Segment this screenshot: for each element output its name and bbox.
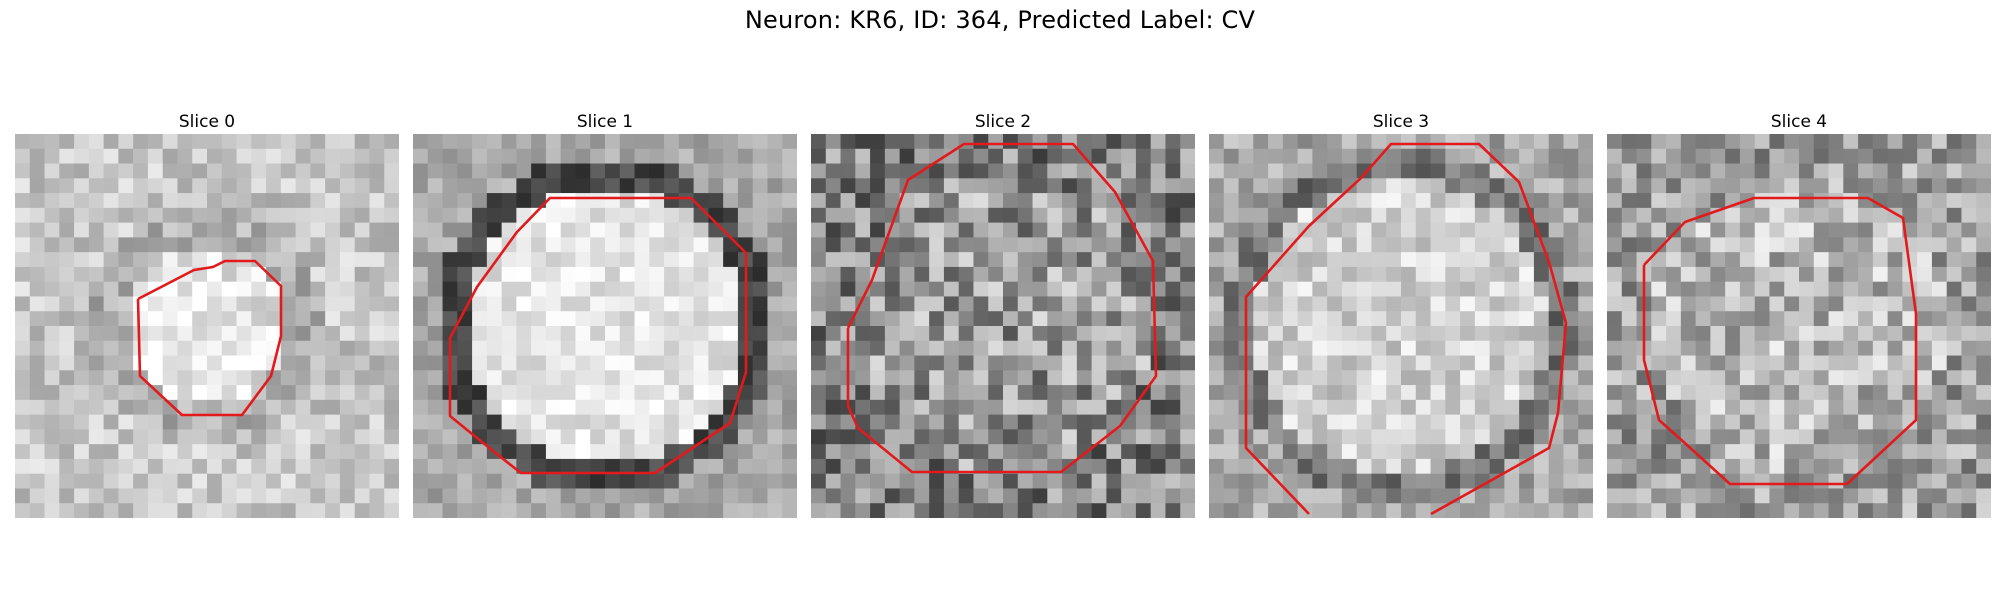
roi-contour (136, 259, 283, 417)
slice-title: Slice 4 (1770, 112, 1828, 132)
slice-image-1 (413, 134, 797, 518)
figure-title: Neuron: KR6, ID: 364, Predicted Label: C… (744, 6, 1256, 34)
slice-panel-0: Slice 0 (15, 110, 399, 518)
slice-panel-2: Slice 2 (811, 110, 1195, 518)
slice-title: Slice 1 (576, 112, 634, 132)
slice-image-3 (1209, 134, 1593, 518)
slice-panel-4: Slice 4 (1607, 110, 1991, 518)
roi-contour (846, 142, 1158, 474)
roi-contour (1244, 142, 1568, 516)
slice-image-4 (1607, 134, 1991, 518)
roi-contour (1642, 196, 1918, 486)
slice-image-0 (15, 134, 399, 518)
slice-title: Slice 3 (1372, 112, 1430, 132)
slice-panel-1: Slice 1 (413, 110, 797, 518)
slice-panel-3: Slice 3 (1209, 110, 1593, 518)
slice-title: Slice 2 (974, 112, 1032, 132)
slice-image-2 (811, 134, 1195, 518)
slice-title: Slice 0 (178, 112, 236, 132)
roi-contour (448, 196, 748, 475)
